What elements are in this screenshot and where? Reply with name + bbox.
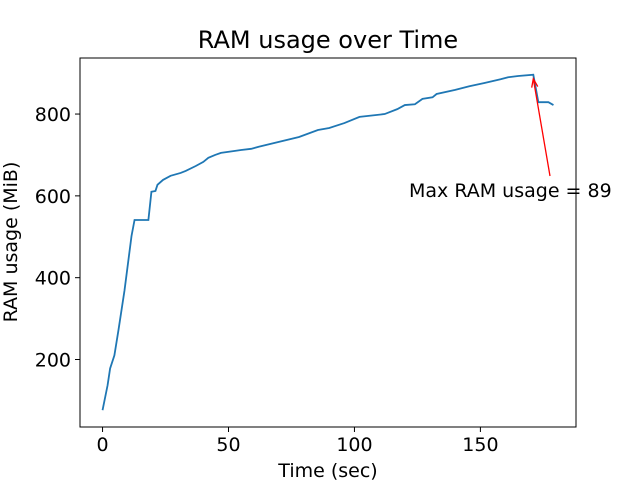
x-axis-label: Time (sec)	[277, 460, 377, 480]
y-tick-label: 200	[35, 350, 71, 372]
annotation-arrow	[532, 78, 551, 177]
y-tick-label: 600	[35, 186, 71, 208]
x-tick-label: 50	[216, 434, 240, 456]
y-tick-label: 400	[35, 268, 71, 290]
y-axis-label: RAM usage (MiB)	[0, 162, 22, 323]
x-tick-label: 100	[336, 434, 372, 456]
annotation-arrow-head	[531, 76, 539, 88]
chart-title: RAM usage over Time	[198, 26, 458, 54]
line-series	[101, 73, 554, 411]
y-tick-label: 800	[35, 104, 71, 126]
x-tick-label: 0	[96, 434, 108, 456]
annotation-text: Max RAM usage = 89	[409, 180, 612, 202]
x-tick-label: 150	[462, 434, 498, 456]
plot-frame	[79, 57, 577, 428]
